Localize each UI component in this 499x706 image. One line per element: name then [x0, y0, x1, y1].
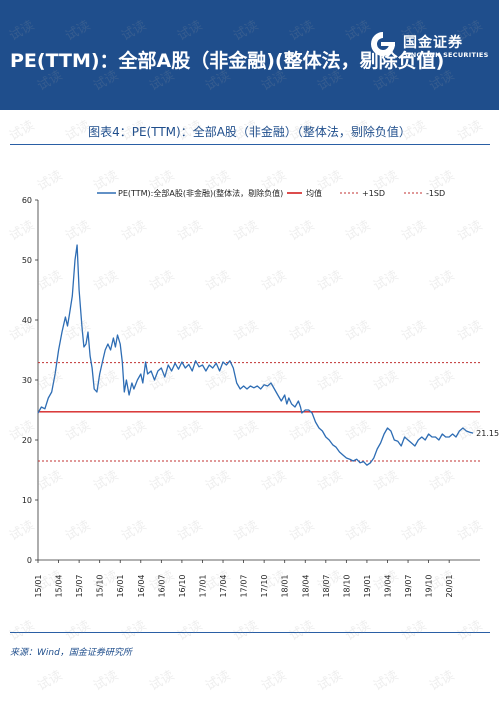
x-tick-label: 16/01 [116, 574, 125, 597]
legend-label-plus-1sd: +1SD [362, 189, 385, 198]
last-value-label: 21.15 [476, 429, 499, 438]
x-tick-label: 15/01 [34, 574, 43, 597]
bottom-divider [10, 632, 490, 633]
x-tick-label: 15/10 [96, 574, 105, 597]
page-title: PE(TTM)：全部A股（非金融)(整体法，剔除负值) [10, 50, 445, 72]
x-tick-label: 19/10 [425, 574, 434, 597]
header-banner: PE(TTM)：全部A股（非金融)(整体法，剔除负值) 国金证券 SINOLIN… [0, 0, 499, 110]
x-tick-label: 16/10 [178, 574, 187, 597]
legend-label-pe: PE(TTM):全部A股(非金融)(整体法，剔除负值) [118, 188, 283, 198]
pe-series-line [37, 244, 474, 466]
x-tick-label: 18/01 [281, 574, 290, 597]
y-tick-label: 30 [22, 376, 32, 385]
x-tick-label: 18/07 [322, 574, 331, 597]
x-tick-label: 15/07 [75, 574, 84, 597]
x-tick-label: 17/01 [198, 574, 207, 597]
x-tick-label: 17/04 [219, 574, 228, 597]
x-tick-label: 17/10 [260, 574, 269, 597]
y-tick-label: 10 [22, 496, 32, 505]
logo-text-en: SINOLINK SECURITIES [403, 51, 489, 59]
y-tick-label: 40 [22, 316, 32, 325]
x-tick-label: 19/01 [363, 574, 372, 597]
x-tick-label: 16/04 [137, 574, 146, 597]
y-tick-label: 60 [22, 196, 32, 205]
top-divider [10, 144, 490, 145]
x-tick-label: 15/04 [55, 574, 64, 597]
x-tick-label: 16/07 [157, 574, 166, 597]
logo-mark-icon [371, 32, 395, 56]
y-tick-label: 50 [22, 256, 32, 265]
y-tick-label: 0 [27, 556, 32, 565]
logo-text-cn: 国金证券 [403, 35, 463, 51]
source-note: 来源：Wind，国金证券研究所 [10, 648, 132, 658]
x-tick-label: 18/04 [301, 574, 310, 597]
x-tick-label: 18/10 [342, 574, 351, 597]
y-tick-label: 20 [22, 436, 32, 445]
figure-title: 图表4：PE(TTM)：全部A股（非金融）（整体法，剔除负值） [88, 125, 411, 139]
legend-label-minus-1sd: -1SD [426, 189, 445, 198]
x-tick-label: 20/01 [445, 574, 454, 597]
legend-label-mean: 均值 [306, 188, 322, 198]
company-logo: 国金证券 SINOLINK SECURITIES [369, 28, 488, 68]
x-tick-label: 17/07 [240, 574, 249, 597]
x-tick-label: 19/07 [404, 574, 413, 597]
x-tick-label: 19/04 [383, 574, 392, 597]
